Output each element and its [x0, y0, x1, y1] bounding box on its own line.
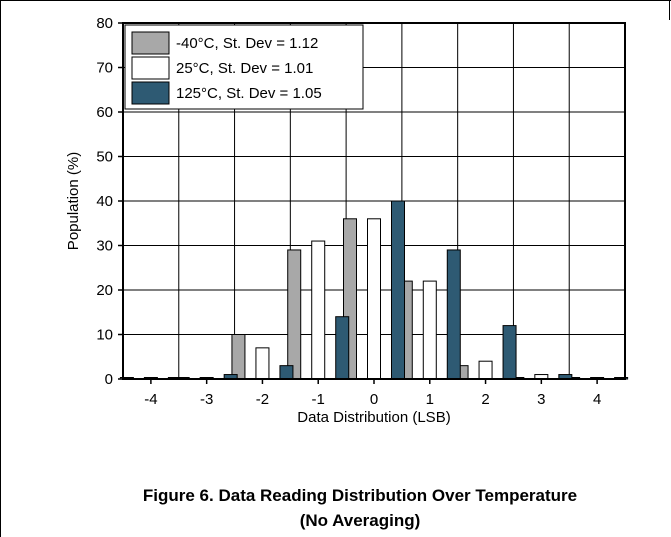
legend-label: 125°C, St. Dev = 1.05: [176, 85, 322, 102]
bar-3: [502, 325, 517, 380]
figure-caption: Figure 6. Data Reading Distribution Over…: [142, 486, 578, 505]
bar-2: [311, 240, 326, 380]
x-axis-label: Data Distribution (LSB): [297, 409, 450, 426]
x-tick-label: 4: [593, 391, 601, 408]
bar-3: [279, 365, 294, 380]
x-tick-label: 0: [370, 391, 378, 408]
page-frame-right: [669, 0, 670, 20]
bar-2: [367, 218, 381, 380]
y-axis-label: Population (%): [65, 152, 82, 250]
y-tick-label: 70: [96, 60, 113, 77]
x-tick-label: -4: [144, 391, 157, 408]
x-tick-label: -3: [200, 391, 213, 408]
legend-swatch: [131, 31, 170, 55]
x-tick-label: 2: [481, 391, 489, 408]
y-tick-label: 80: [96, 15, 113, 32]
x-tick-label: 1: [426, 391, 434, 408]
x-tick-label: 3: [537, 391, 545, 408]
legend-label: 25°C, St. Dev = 1.01: [176, 60, 313, 77]
bar-3: [446, 249, 461, 380]
bar-1: [231, 334, 246, 380]
y-tick-label: 50: [96, 149, 113, 166]
page-frame-top: [0, 0, 671, 1]
bar-2: [255, 347, 270, 380]
y-tick-label: 40: [96, 193, 113, 210]
legend-swatch: [131, 81, 170, 105]
y-tick-label: 60: [96, 104, 113, 121]
x-tick-label: -1: [312, 391, 325, 408]
legend: -40°C, St. Dev = 1.12 25°C, St. Dev = 1.0…: [124, 24, 364, 110]
page-frame-left: [0, 0, 1, 537]
y-tick-label: 20: [96, 282, 113, 299]
figure-caption-subtitle: (No Averaging): [299, 511, 421, 530]
x-tick-label: -2: [256, 391, 269, 408]
bar-2: [422, 280, 437, 380]
bar-3: [391, 200, 405, 380]
bar-1: [287, 249, 302, 380]
y-tick-label: 10: [96, 327, 113, 344]
legend-swatch: [131, 56, 170, 80]
bar-3: [335, 316, 350, 380]
y-tick-label: 30: [96, 238, 113, 255]
y-tick-label: 0: [105, 371, 113, 388]
bar-chart: 0 10 20 30 40 50 60 70 80 -4 -3 -2 -1 0 1 2 3 4 Data Distr…: [65, 15, 629, 426]
legend-label: -40°C, St. Dev = 1.12: [176, 35, 318, 52]
bar-2: [478, 360, 493, 380]
